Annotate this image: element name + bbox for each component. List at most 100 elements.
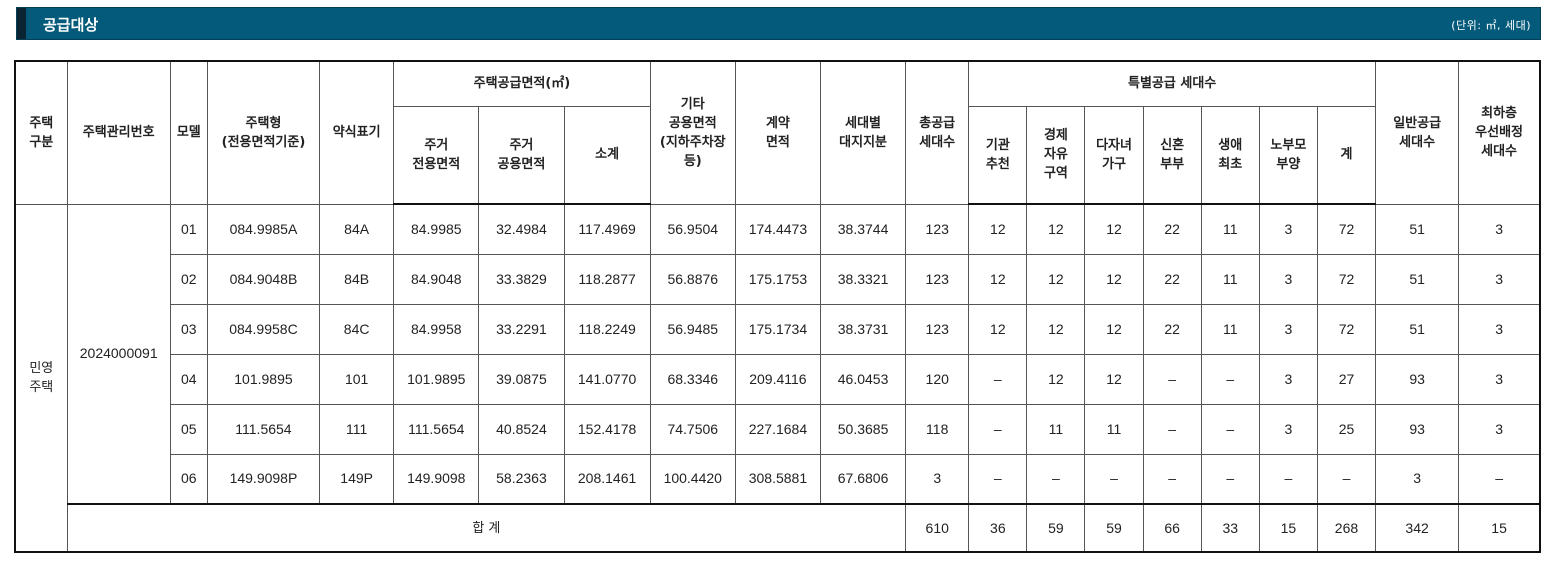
- cell-elderly-parent: –: [1258, 453, 1318, 505]
- total-lowest-floor: 15: [1458, 503, 1541, 553]
- cell-abbr: 149P: [319, 453, 395, 505]
- cell-multi-child: 11: [1084, 403, 1144, 455]
- cell-land-share: 38.3744: [819, 203, 907, 255]
- cell-first-life: –: [1200, 403, 1260, 455]
- col-economic-zone: 경제 자유 구역: [1026, 105, 1086, 205]
- col-first-life: 생애 최초: [1200, 105, 1260, 205]
- col-newlywed: 신혼 부부: [1142, 105, 1202, 205]
- cell-common-area: 33.3829: [478, 253, 565, 305]
- cell-lowest-floor: 3: [1458, 253, 1541, 305]
- total-multi-child: 59: [1084, 503, 1144, 553]
- cell-common-area: 40.8524: [478, 403, 565, 455]
- cell-total-supply: 120: [905, 353, 970, 405]
- col-land-share: 세대별 대지지분: [819, 60, 907, 205]
- col-lowest-floor: 최하층 우선배정 세대수: [1458, 60, 1541, 205]
- col-institution: 기관 추천: [968, 105, 1028, 205]
- cell-housing-type: 민영 주택: [14, 203, 68, 553]
- cell-economic-zone: 12: [1026, 253, 1086, 305]
- section-title-bar: 공급대상 (단위: ㎡, 세대): [16, 7, 1541, 40]
- total-economic-zone: 59: [1026, 503, 1086, 553]
- cell-lowest-floor: –: [1458, 453, 1541, 505]
- cell-newlywed: –: [1142, 353, 1202, 405]
- cell-special-sum: 25: [1316, 403, 1377, 455]
- cell-total-supply: 123: [905, 253, 970, 305]
- col-multi-child: 다자녀 가구: [1084, 105, 1144, 205]
- cell-multi-child: 12: [1084, 203, 1144, 255]
- cell-house-type: 149.9098P: [206, 453, 321, 505]
- cell-abbr: 84A: [319, 203, 395, 255]
- cell-house-type: 084.9985A: [206, 203, 321, 255]
- header-row-2: 주거 전용면적 주거 공용면적 소계 기관 추천 경제 자유 구역 다자녀 가구…: [15, 105, 1540, 205]
- cell-abbr: 84B: [319, 253, 395, 305]
- total-institution: 36: [968, 503, 1028, 553]
- cell-model: 02: [169, 253, 208, 305]
- col-supply-area-group: 주택공급면적(㎡): [393, 60, 651, 107]
- cell-total-supply: 123: [905, 303, 970, 355]
- cell-lowest-floor: 3: [1458, 353, 1541, 405]
- cell-institution: –: [968, 353, 1028, 405]
- cell-general-supply: 3: [1375, 453, 1460, 505]
- cell-elderly-parent: 3: [1258, 253, 1318, 305]
- cell-model: 01: [169, 203, 208, 255]
- cell-common-area: 39.0875: [478, 353, 565, 405]
- cell-special-sum: 72: [1316, 253, 1377, 305]
- cell-exclusive-area: 111.5654: [393, 403, 480, 455]
- cell-contract-area: 174.4473: [734, 203, 822, 255]
- col-abbr: 약식표기: [319, 60, 395, 205]
- total-label: 합 계: [66, 503, 907, 553]
- cell-general-supply: 51: [1375, 203, 1460, 255]
- table-row: 02 084.9048B 84B 84.9048 33.3829 118.287…: [15, 253, 1541, 305]
- cell-common-area: 33.2291: [478, 303, 565, 355]
- total-general-supply: 342: [1375, 503, 1460, 553]
- cell-contract-area: 227.1684: [734, 403, 822, 455]
- cell-other-common: 68.3346: [649, 353, 736, 405]
- cell-lowest-floor: 3: [1458, 303, 1541, 355]
- cell-model: 04: [169, 353, 208, 405]
- cell-exclusive-area: 84.9985: [393, 203, 480, 255]
- cell-newlywed: –: [1142, 403, 1202, 455]
- cell-land-share: 38.3321: [819, 253, 907, 305]
- col-elderly-parent: 노부모 부양: [1258, 105, 1318, 205]
- cell-first-life: –: [1200, 453, 1260, 505]
- cell-model: 06: [169, 453, 208, 505]
- col-general-supply: 일반공급 세대수: [1375, 60, 1460, 205]
- title-accent: [17, 8, 26, 39]
- cell-economic-zone: –: [1026, 453, 1086, 505]
- unit-note: (단위: ㎡, 세대): [1451, 19, 1531, 32]
- cell-land-share: 50.3685: [819, 403, 907, 455]
- cell-exclusive-area: 84.9048: [393, 253, 480, 305]
- cell-land-share: 38.3731: [819, 303, 907, 355]
- cell-newlywed: –: [1142, 453, 1202, 505]
- cell-exclusive-area: 84.9958: [393, 303, 480, 355]
- total-supply: 610: [905, 503, 970, 553]
- col-special-sum: 계: [1316, 105, 1377, 205]
- cell-first-life: –: [1200, 353, 1260, 405]
- cell-newlywed: 22: [1142, 303, 1202, 355]
- table-row: 민영 주택 2024000091 01 084.9985A 84A 84.998…: [14, 203, 1541, 553]
- cell-subtotal: 118.2877: [563, 253, 651, 305]
- total-newlywed: 66: [1142, 503, 1202, 553]
- cell-other-common: 56.9504: [649, 203, 736, 255]
- col-model: 모델: [169, 60, 208, 205]
- col-exclusive-area: 주거 전용면적: [393, 105, 480, 205]
- cell-subtotal: 208.1461: [563, 453, 651, 505]
- section-title: 공급대상: [43, 16, 99, 34]
- cell-institution: 12: [968, 203, 1028, 255]
- cell-general-supply: 51: [1375, 253, 1460, 305]
- cell-multi-child: 12: [1084, 253, 1144, 305]
- col-mgmt-no: 주택관리번호: [66, 60, 171, 205]
- cell-elderly-parent: 3: [1258, 403, 1318, 455]
- cell-abbr: 84C: [319, 303, 395, 355]
- cell-common-area: 32.4984: [478, 203, 565, 255]
- cell-first-life: 11: [1200, 303, 1260, 355]
- cell-mgmt-no: 2024000091: [66, 203, 171, 505]
- cell-multi-child: 12: [1084, 353, 1144, 405]
- cell-model: 03: [169, 303, 208, 355]
- col-house-type: 주택형 (전용면적기준): [206, 60, 321, 205]
- table-row: 06 149.9098P 149P 149.9098 58.2363 208.1…: [15, 453, 1541, 505]
- cell-house-type: 101.9895: [206, 353, 321, 405]
- cell-contract-area: 175.1734: [734, 303, 822, 355]
- cell-lowest-floor: 3: [1458, 403, 1541, 455]
- cell-first-life: 11: [1200, 203, 1260, 255]
- cell-other-common: 74.7506: [649, 403, 736, 455]
